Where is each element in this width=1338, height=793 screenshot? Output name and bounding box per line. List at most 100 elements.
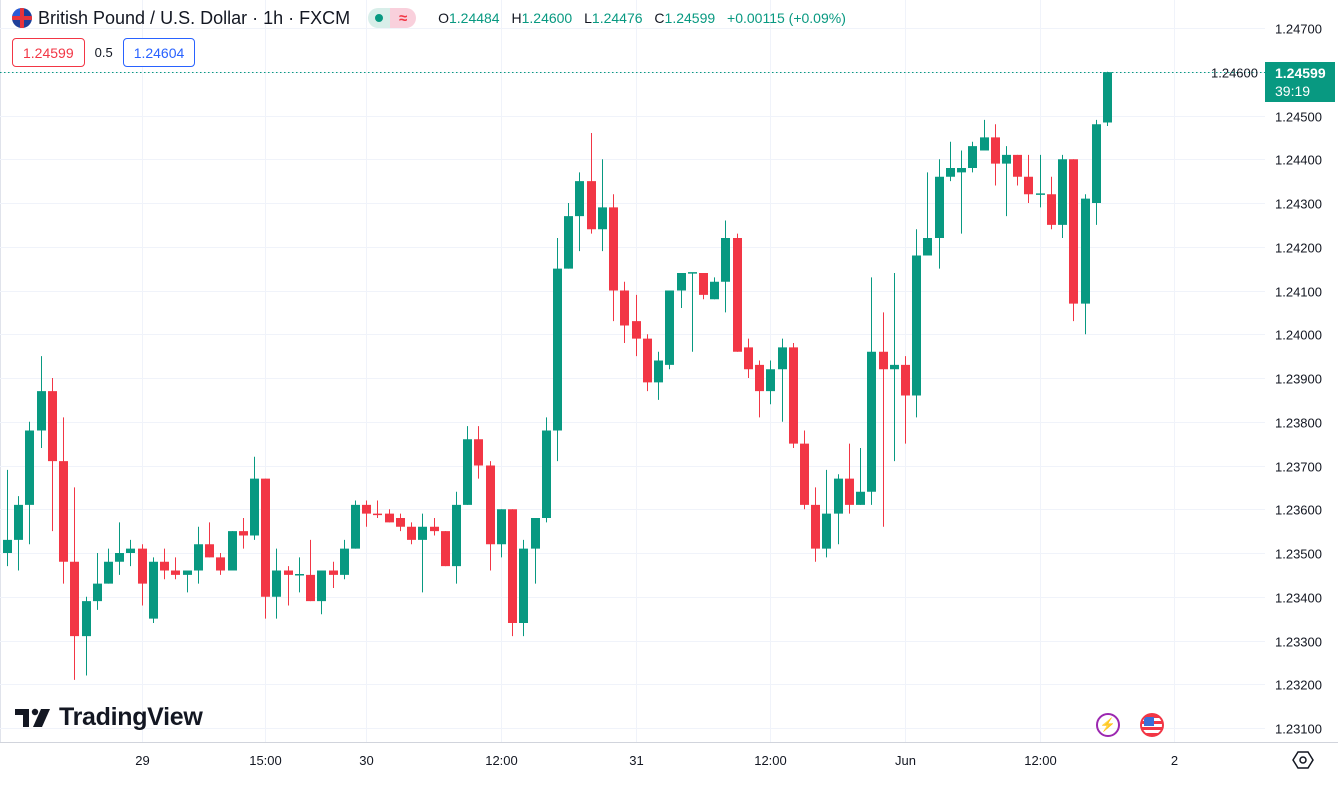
candle-body	[598, 207, 607, 230]
candle-down	[396, 513, 405, 532]
candle-body	[1036, 193, 1045, 195]
candle-body	[867, 351, 876, 492]
candle-up	[688, 272, 697, 352]
symbol-title[interactable]: British Pound / U.S. Dollar · 1h · FXCM	[38, 7, 351, 28]
candle-body	[1103, 72, 1112, 123]
high-label: H	[511, 10, 522, 26]
price-tick-label: 1.24600	[1211, 66, 1258, 81]
candle-body	[800, 443, 809, 505]
candle-body	[295, 574, 304, 576]
candle-body	[632, 321, 641, 339]
candle-up	[183, 570, 192, 593]
candle-down	[385, 509, 394, 523]
candle-down	[362, 500, 371, 527]
candle-down	[643, 334, 652, 392]
candle-down	[486, 461, 495, 571]
candle-up	[272, 548, 281, 619]
candle-up	[677, 273, 686, 308]
candle-body	[82, 601, 91, 637]
low-label: L	[584, 10, 592, 26]
candle-body	[306, 574, 315, 602]
candle-body	[70, 561, 79, 637]
lightning-event-icon[interactable]: ⚡	[1096, 713, 1120, 737]
us-flag-event-icon[interactable]	[1140, 713, 1164, 737]
candle-body	[935, 176, 944, 238]
price-tick-label: 1.24700	[1275, 22, 1322, 37]
candle-up	[37, 356, 46, 448]
buy-button[interactable]: 1.24604	[122, 38, 196, 67]
candle-up	[452, 491, 461, 584]
candle-body	[160, 561, 169, 571]
candle-body	[710, 281, 719, 300]
candle-down	[1024, 154, 1033, 203]
candle-down	[789, 343, 798, 448]
candle-body	[407, 526, 416, 540]
price-axis[interactable]: 1.24700 1.24600 1.24500 1.24400 1.24300 1.242…	[1211, 22, 1322, 737]
candle-up	[497, 509, 506, 558]
candle-up	[340, 539, 349, 580]
candle-body	[284, 570, 293, 575]
candle-down	[160, 548, 169, 580]
time-axis[interactable]: 29 15:00 30 12:00 31 12:00 Jun 12:00 2	[135, 753, 1178, 768]
candle-down	[261, 478, 270, 619]
open-label: O	[438, 10, 449, 26]
tradingview-logo[interactable]: TradingView	[15, 703, 203, 732]
candle-down	[205, 522, 214, 558]
price-tick-label: 1.23200	[1275, 678, 1322, 693]
candle-body	[822, 513, 831, 549]
candle-up	[1036, 154, 1045, 208]
candle-down	[609, 194, 618, 322]
candle-down	[407, 522, 416, 545]
candle-body	[856, 491, 865, 505]
delayed-data-icon[interactable]: ≈	[390, 8, 417, 28]
candle-body	[879, 351, 888, 370]
candle-up	[935, 159, 944, 269]
candle-down	[329, 561, 338, 588]
candle-body	[474, 439, 483, 466]
candle-up	[912, 229, 921, 418]
candle-up	[126, 539, 135, 567]
candle-up	[82, 596, 91, 676]
settings-hexagon-icon[interactable]	[1292, 749, 1314, 771]
candle-body	[1024, 176, 1033, 195]
candle-up	[710, 277, 719, 300]
candle-up	[598, 159, 607, 252]
market-open-icon[interactable]	[368, 8, 391, 28]
price-tick-label: 1.23500	[1275, 547, 1322, 562]
candle-body	[396, 518, 405, 527]
candle-body	[542, 430, 551, 518]
symbol-header: British Pound / U.S. Dollar · 1h · FXCM …	[12, 6, 854, 30]
high-value: 1.24600	[521, 10, 573, 26]
candle-down	[733, 233, 742, 352]
tradingview-logo-icon	[15, 708, 50, 727]
candle-body	[463, 439, 472, 505]
price-tick-label: 1.23600	[1275, 503, 1322, 518]
candle-up	[1081, 194, 1090, 335]
candle-down	[306, 539, 315, 602]
time-tick-label: 12:00	[485, 753, 518, 768]
candle-body	[385, 513, 394, 523]
price-tick-label: 1.24400	[1275, 153, 1322, 168]
logo-text: TradingView	[59, 703, 203, 731]
candle-body	[171, 570, 180, 575]
candle-body	[486, 465, 495, 545]
candle-up	[721, 220, 730, 313]
candle-body	[665, 290, 674, 365]
candle-body	[845, 478, 854, 505]
candle-up	[93, 553, 102, 610]
candle-down	[1013, 154, 1022, 186]
status-pills[interactable]: ≈	[368, 8, 417, 28]
candle-down	[901, 356, 910, 444]
close-value: 1.24599	[664, 10, 716, 26]
candle-up	[317, 570, 326, 615]
candle-body	[733, 238, 742, 352]
candle-up	[104, 548, 113, 584]
candle-body	[699, 273, 708, 295]
candle-down	[811, 487, 820, 562]
spread-value: 0.5	[94, 45, 113, 60]
candle-body	[519, 548, 528, 623]
candle-body	[452, 504, 461, 567]
candle-down	[138, 544, 147, 606]
sell-button[interactable]: 1.24599	[12, 38, 85, 67]
